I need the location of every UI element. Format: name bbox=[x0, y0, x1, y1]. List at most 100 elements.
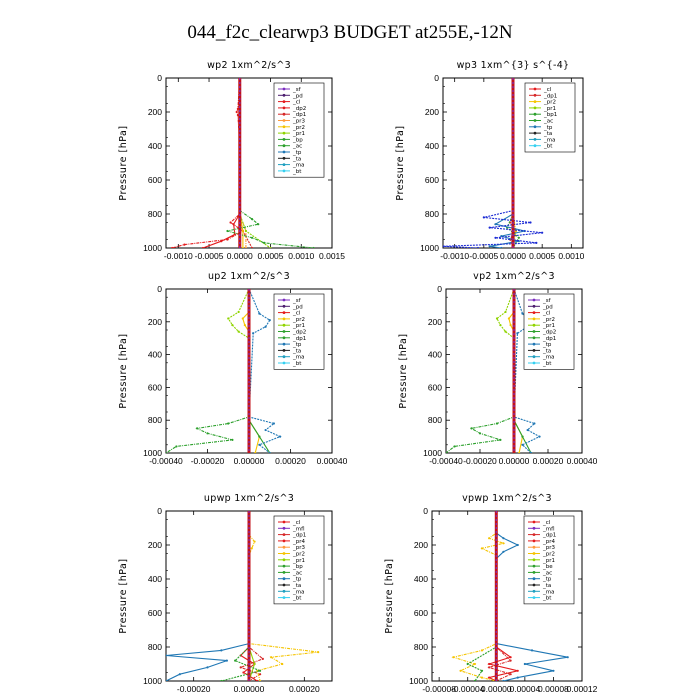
series-point bbox=[521, 312, 524, 315]
x-tick-label: -0.00040 bbox=[429, 456, 463, 466]
legend-marker bbox=[282, 138, 286, 141]
y-tick-label: 800 bbox=[148, 209, 162, 219]
series-point bbox=[237, 330, 240, 333]
series-group bbox=[171, 78, 315, 248]
x-tick-label: 0.00012 bbox=[567, 684, 598, 694]
series-point bbox=[183, 243, 186, 246]
legend-entry: _dp2 bbox=[292, 106, 306, 112]
series-point bbox=[256, 679, 259, 681]
legend-marker bbox=[532, 552, 536, 555]
series-point bbox=[206, 432, 209, 435]
series-point bbox=[281, 662, 284, 666]
x-tick-label: -0.0005 bbox=[469, 251, 498, 261]
series-point bbox=[509, 656, 512, 659]
legend-entry: _dp1 bbox=[292, 336, 306, 342]
legend-marker bbox=[282, 583, 286, 587]
panel-2: up2 1xm^2/s^3 Pressure [hPa] 0 200 400 600 800… bbox=[118, 271, 348, 466]
legend-marker bbox=[532, 355, 536, 359]
panel-5: vpwp 1xm^2/s^3 Pressure [hPa] 0 200 400 600 80… bbox=[384, 493, 598, 694]
panel-title: vp2 1xm^2/s^3 bbox=[473, 271, 555, 282]
series-point bbox=[229, 221, 232, 224]
y-tick-label: 400 bbox=[148, 141, 162, 151]
y-axis-label: Pressure [hPa] bbox=[118, 333, 129, 408]
legend-entry: _cl bbox=[542, 520, 551, 526]
legend-entry: _ma bbox=[292, 589, 304, 595]
y-tick-label: 800 bbox=[148, 642, 162, 652]
series-point bbox=[502, 679, 505, 681]
legend-entry: _pr1 bbox=[543, 106, 556, 112]
y-tick-label: 0 bbox=[434, 73, 439, 83]
legend-entry: _tp bbox=[542, 342, 552, 348]
x-tick-label: 0.00004 bbox=[509, 684, 540, 694]
series-point bbox=[502, 550, 505, 553]
series-line-tp bbox=[489, 78, 525, 248]
series-point bbox=[231, 323, 234, 327]
series-point bbox=[516, 332, 519, 335]
series-point bbox=[269, 246, 272, 248]
series-point bbox=[504, 330, 507, 333]
x-tick-label: 0.0005 bbox=[258, 251, 284, 261]
x-tick-label: 0.00008 bbox=[538, 684, 569, 694]
legend-marker bbox=[533, 125, 537, 129]
x-tick-label: 0.0010 bbox=[558, 251, 584, 261]
x-tick-label: 0.00000 bbox=[234, 456, 265, 466]
series-line-be bbox=[466, 511, 497, 681]
series-group bbox=[443, 78, 544, 248]
series-point bbox=[252, 332, 255, 335]
legend-entry: _pr1 bbox=[542, 323, 555, 329]
series-point bbox=[530, 649, 534, 652]
series-point bbox=[270, 656, 273, 659]
series-point bbox=[488, 537, 491, 540]
series-line-dp2 bbox=[166, 289, 250, 453]
plot-frame bbox=[431, 510, 583, 682]
plot-frame bbox=[165, 77, 333, 249]
series-group bbox=[166, 511, 320, 681]
legend-marker bbox=[282, 545, 286, 549]
legend-entry: _pr3 bbox=[292, 545, 306, 551]
series-point bbox=[258, 673, 262, 676]
series-group bbox=[166, 289, 282, 453]
series-point bbox=[507, 317, 510, 320]
legend-marker bbox=[282, 93, 286, 97]
series-point bbox=[541, 231, 544, 234]
series-point bbox=[272, 422, 275, 425]
figure-title: 044_f2c_clearwp3 BUDGET at255E,-12N bbox=[187, 22, 512, 43]
y-tick-label: 800 bbox=[425, 209, 439, 219]
legend-entry: _bt bbox=[542, 361, 552, 367]
legend-marker bbox=[282, 526, 286, 530]
panel-title: wp2 1xm^2/s^3 bbox=[207, 60, 291, 71]
series-point bbox=[201, 246, 204, 248]
x-tick-label: -0.00020 bbox=[463, 456, 497, 466]
legend-entry: _cl bbox=[543, 87, 552, 93]
y-tick-label: 0 bbox=[437, 284, 442, 294]
series-point bbox=[499, 323, 502, 327]
legend-marker bbox=[532, 336, 536, 340]
legend-entry: _cl bbox=[292, 100, 301, 106]
legend-marker bbox=[282, 539, 286, 543]
x-tick-label: 0.0005 bbox=[529, 251, 555, 261]
x-tick-label: -0.00008 bbox=[422, 684, 456, 694]
legend-marker bbox=[533, 138, 537, 141]
x-tick-label: -0.00040 bbox=[149, 456, 183, 466]
series-point bbox=[516, 676, 519, 679]
y-tick-label: 400 bbox=[428, 350, 442, 360]
legend-entry: _ac bbox=[292, 144, 302, 150]
series-point bbox=[476, 246, 480, 248]
series-point bbox=[244, 246, 248, 248]
legend-marker bbox=[282, 596, 286, 599]
x-tick-label: 0.00040 bbox=[317, 456, 348, 466]
legend-entry: _tp bbox=[292, 342, 302, 348]
series-point bbox=[494, 223, 497, 226]
series-point bbox=[254, 451, 257, 453]
series-group bbox=[451, 511, 569, 681]
series-point bbox=[521, 443, 524, 446]
panel-grid: wp2 1xm^2/s^3 Pressure [hPa] 0 200 400 600 800… bbox=[118, 60, 598, 694]
legend-marker bbox=[533, 144, 537, 148]
series-point bbox=[258, 435, 261, 438]
panel-title: upwp 1xm^2/s^3 bbox=[204, 493, 294, 504]
series-point bbox=[253, 662, 256, 666]
legend: _sf_pd_cl_dp2_dp1_pr3_pr2_pr1_bp_ac_tp_t… bbox=[273, 82, 325, 178]
legend-marker bbox=[533, 119, 537, 122]
legend-entry: _dp1 bbox=[543, 93, 557, 99]
legend-marker bbox=[282, 150, 286, 154]
